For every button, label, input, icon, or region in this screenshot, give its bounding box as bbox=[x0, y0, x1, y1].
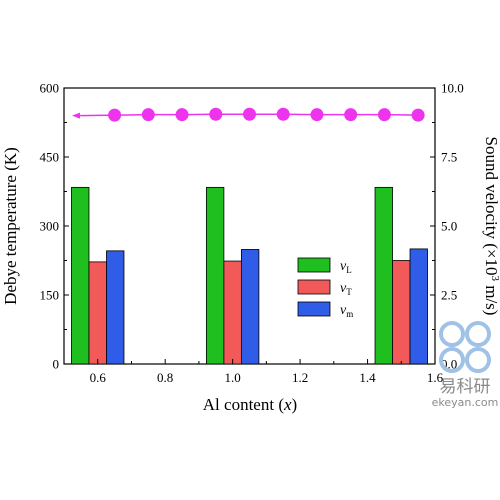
debye-point-7 bbox=[344, 108, 358, 122]
y-right-tick-label-1: 2.5 bbox=[441, 288, 457, 303]
bar-v_L-1 bbox=[205, 186, 225, 365]
debye-point-5 bbox=[276, 107, 290, 121]
y-left-tick-label-1: 150 bbox=[40, 288, 60, 303]
y-left-tick-label-4: 600 bbox=[40, 81, 60, 96]
bar-v_T-0 bbox=[88, 261, 107, 365]
debye-point-0 bbox=[108, 108, 122, 122]
legend-swatch-v_L bbox=[297, 257, 331, 273]
legend: vL vT vm bbox=[297, 257, 353, 319]
debye-point-8 bbox=[377, 108, 391, 122]
bar-v_m-0 bbox=[106, 250, 125, 365]
debye-point-3 bbox=[209, 107, 223, 121]
debye-point-2 bbox=[175, 108, 189, 122]
debye-point-6 bbox=[310, 108, 324, 122]
y-right-tick-label-3: 7.5 bbox=[441, 150, 457, 165]
debye-point-1 bbox=[141, 108, 155, 122]
y-right-tick-label-4: 10.0 bbox=[441, 81, 464, 96]
bar-v_m-1 bbox=[240, 249, 260, 365]
debye-point-9 bbox=[411, 108, 425, 122]
bars-group bbox=[71, 186, 428, 365]
legend-label-v_L: vL bbox=[340, 259, 352, 275]
y-left-axis-label: Debye temperature (K) bbox=[1, 147, 20, 305]
y-left-tick-label-3: 450 bbox=[40, 150, 60, 165]
bar-v_L-2 bbox=[374, 186, 393, 365]
y-right-axis-label: Sound velocity (×103 m/s) bbox=[482, 137, 500, 316]
watermark-logo-icon bbox=[439, 321, 491, 373]
debye-point-4 bbox=[243, 107, 256, 121]
debye-axis-arrow bbox=[72, 112, 80, 119]
bar-v_T-1 bbox=[223, 260, 242, 365]
y-left-tick-label-2: 300 bbox=[40, 219, 60, 234]
x-tick-label-4: 1.4 bbox=[359, 370, 376, 385]
debye-series-group bbox=[72, 107, 425, 122]
legend-swatch-v_T bbox=[297, 279, 331, 295]
x-tick-label-2: 1.0 bbox=[225, 370, 241, 385]
watermark-url: ekeyan.com bbox=[432, 396, 498, 408]
y-left-tick-label-0: 0 bbox=[53, 357, 60, 372]
x-tick-label-5: 1.6 bbox=[427, 370, 444, 385]
bar-v_T-2 bbox=[392, 260, 411, 365]
x-tick-label-1: 0.8 bbox=[157, 370, 173, 385]
legend-label-v_m: vm bbox=[340, 303, 353, 319]
watermark: 易科研 ekeyan.com bbox=[432, 321, 498, 408]
legend-swatch-v_m bbox=[297, 301, 331, 317]
bar-v_L-0 bbox=[71, 186, 90, 365]
bar-v_m-2 bbox=[409, 248, 428, 365]
watermark-name: 易科研 bbox=[440, 377, 491, 397]
x-tick-label-0: 0.6 bbox=[90, 370, 107, 385]
ticks-group: 0.6 0.8 1.0 1.2 1.4 1.601503004506000.02.55.0… bbox=[40, 81, 464, 386]
x-axis-label: Al content (x) bbox=[203, 395, 297, 414]
x-tick-label-3: 1.2 bbox=[292, 370, 308, 385]
y-right-tick-label-2: 5.0 bbox=[441, 219, 457, 234]
legend-label-v_T: vT bbox=[340, 281, 352, 297]
